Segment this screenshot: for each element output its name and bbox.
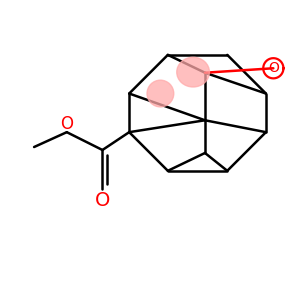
Text: O: O [268,61,279,75]
Text: O: O [95,191,110,210]
Ellipse shape [147,80,174,107]
Text: O: O [60,115,73,133]
Ellipse shape [177,57,209,87]
